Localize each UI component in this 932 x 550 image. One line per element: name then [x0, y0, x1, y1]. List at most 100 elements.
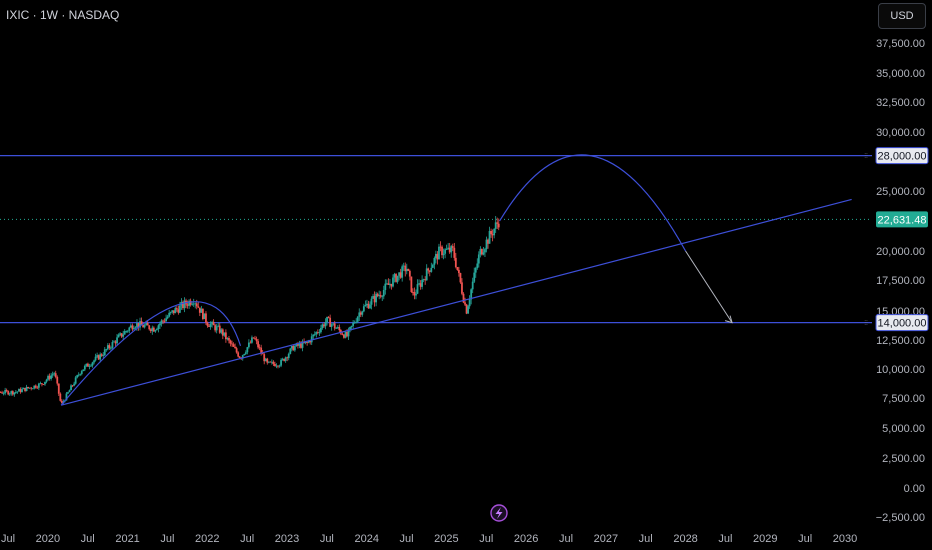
candle-body	[278, 365, 281, 367]
candle-body	[421, 279, 424, 287]
candle-body	[208, 325, 210, 327]
candle-body	[356, 316, 359, 322]
candle-body	[212, 321, 215, 326]
candle-body	[171, 310, 174, 312]
candle-body	[289, 348, 292, 354]
candle-body	[39, 383, 42, 385]
candle-body	[215, 326, 218, 331]
candle-body	[67, 392, 69, 394]
candle-body	[136, 323, 138, 328]
candle-body	[117, 335, 120, 338]
candle-body	[257, 341, 259, 348]
candle-body	[59, 393, 62, 401]
candle-body	[159, 323, 161, 326]
candle-body	[405, 268, 408, 272]
candle-body	[464, 302, 466, 305]
candle-body	[146, 322, 149, 326]
candle-body	[269, 361, 272, 363]
candle-body	[390, 283, 393, 287]
candle-body	[44, 381, 46, 385]
candle-body	[367, 303, 370, 309]
candle-body	[197, 306, 200, 308]
candle-body	[93, 360, 95, 363]
candle-body	[370, 298, 373, 305]
candle-body	[241, 355, 244, 359]
candle-body	[309, 340, 312, 343]
candle-body	[479, 249, 482, 255]
candle-body	[128, 327, 131, 331]
candle-body	[491, 234, 494, 236]
candle-body	[36, 387, 39, 389]
candle-body	[428, 270, 431, 272]
candle-body	[450, 246, 453, 253]
candle-body	[134, 327, 137, 329]
candle-body	[412, 292, 414, 293]
candle-body	[389, 283, 391, 285]
candle-body	[169, 311, 172, 313]
candle-body	[286, 357, 289, 359]
candle-body	[399, 272, 402, 278]
candle-body	[287, 353, 290, 359]
candle-body	[422, 279, 425, 280]
price-tag-label: 14,000.00	[878, 318, 927, 330]
candle-body	[60, 400, 63, 403]
candle-body	[54, 373, 57, 377]
price-tag-label: 28,000.00	[878, 151, 927, 163]
candle-body	[343, 334, 345, 338]
candle-body	[444, 249, 446, 254]
time-tick-label: 2023	[275, 533, 299, 545]
candle-body	[206, 322, 209, 326]
candle-body	[283, 358, 286, 361]
candle-body	[344, 331, 347, 338]
time-axis: Jul 2020 Jul 2021 Jul 2022 Jul 2023 Jul 2024 Jul 20…	[1, 533, 857, 545]
candle-body	[470, 289, 473, 300]
candle-body	[487, 239, 489, 244]
candle-body	[24, 387, 26, 392]
candle-body	[223, 332, 226, 336]
candle-body	[272, 361, 275, 364]
trend-drawings[interactable]	[60, 154, 852, 406]
candle-body	[392, 277, 394, 287]
candle-body	[373, 295, 376, 303]
candle-body	[203, 313, 206, 320]
candle-body	[218, 325, 221, 333]
candle-body	[68, 390, 71, 393]
candle-body	[56, 376, 59, 384]
candle-body	[385, 283, 388, 285]
candle-body	[251, 337, 253, 343]
candle-body	[201, 308, 204, 320]
candle-body	[415, 293, 417, 296]
candle-body	[131, 325, 134, 330]
horizontal-lines[interactable]	[0, 154, 872, 324]
candle-body	[140, 321, 143, 325]
lightning-icon[interactable]	[490, 504, 508, 522]
candle-body	[139, 321, 141, 328]
candle-body	[402, 265, 405, 267]
candle-body	[224, 332, 227, 340]
candle-body	[477, 254, 480, 264]
candle-body	[162, 320, 164, 322]
price-tag-label: 22,631.48	[878, 214, 927, 226]
candle-body	[14, 392, 17, 393]
candle-body	[16, 391, 19, 393]
candle-body	[163, 320, 166, 322]
price-tick-label: 30,000.00	[876, 127, 925, 139]
candle-body	[353, 322, 356, 324]
time-tick-label: 2027	[594, 533, 618, 545]
candle-body	[191, 303, 194, 305]
candle-body	[300, 343, 302, 348]
candle-body	[30, 387, 33, 389]
candle-body	[471, 281, 474, 290]
candle-body	[493, 228, 496, 236]
candle-body	[22, 387, 25, 390]
price-tick-label: 7,500.00	[882, 393, 925, 405]
candle-body	[50, 375, 53, 379]
time-tick-label: Jul	[479, 533, 493, 545]
currency-button[interactable]: USD	[878, 3, 926, 29]
candle-body	[315, 332, 318, 335]
candle-body	[96, 355, 99, 357]
candle-body	[430, 267, 433, 272]
candle-body	[198, 307, 201, 313]
candle-body	[110, 347, 112, 349]
